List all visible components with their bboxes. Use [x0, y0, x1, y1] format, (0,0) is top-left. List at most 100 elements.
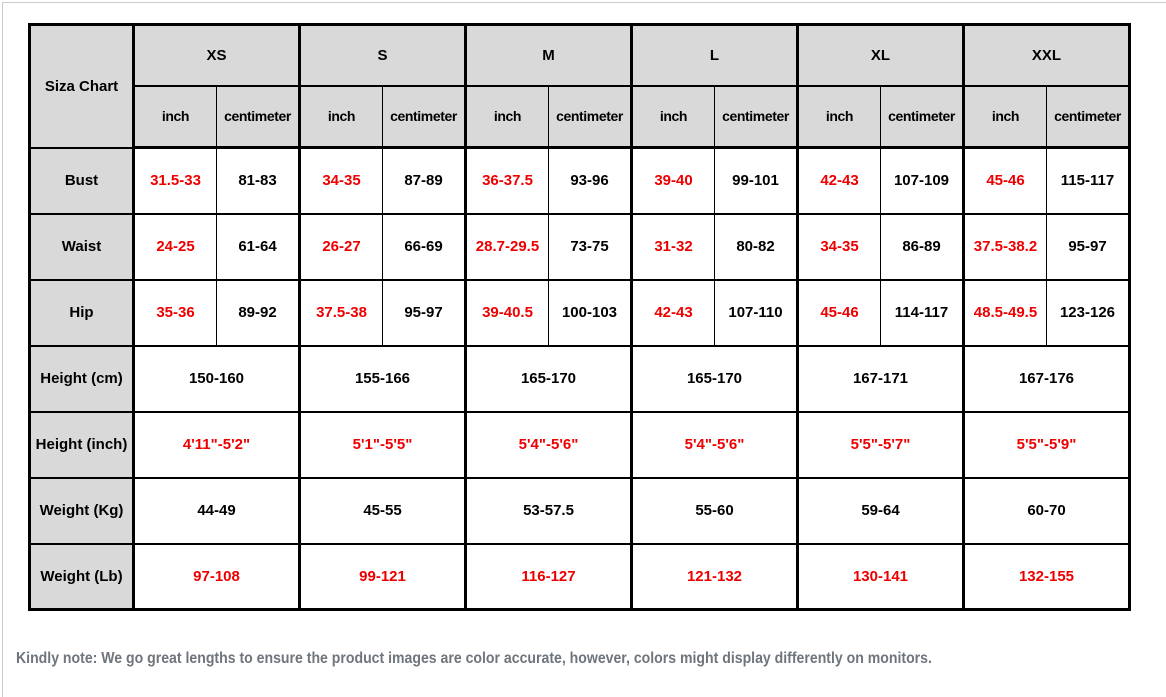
value-cell: 37.5-38	[298, 278, 383, 347]
size-header-xxl: XXL	[962, 23, 1130, 87]
value-cell: 116-127	[464, 542, 632, 611]
value-cell: 107-109	[880, 146, 964, 215]
measure-label: Waist	[29, 212, 134, 281]
value-cell: 48.5-49.5	[962, 278, 1047, 347]
measure-label: Height (cm)	[29, 344, 134, 413]
value-cell: 123-126	[1046, 278, 1130, 347]
size-header-m: M	[464, 23, 632, 87]
value-cell: 28.7-29.5	[464, 212, 549, 281]
value-cell: 55-60	[630, 476, 798, 545]
value-cell: 53-57.5	[464, 476, 632, 545]
value-cell: 4'11"-5'2"	[132, 410, 300, 479]
size-header-xs: XS	[132, 23, 300, 87]
value-cell: 121-132	[630, 542, 798, 611]
value-cell: 89-92	[216, 278, 300, 347]
value-cell: 86-89	[880, 212, 964, 281]
value-cell: 37.5-38.2	[962, 212, 1047, 281]
size-chart-table: Siza Chart XS S M L XL XXL inch centimet…	[28, 23, 1131, 611]
measure-label: Height (inch)	[29, 410, 134, 479]
page-frame-top-line	[2, 2, 1166, 3]
value-cell: 95-97	[1046, 212, 1130, 281]
value-cell: 114-117	[880, 278, 964, 347]
value-cell: 59-64	[796, 476, 964, 545]
value-cell: 35-36	[132, 278, 217, 347]
value-cell: 5'1"-5'5"	[298, 410, 466, 479]
unit-header-centimeter: centimeter	[880, 84, 964, 149]
value-cell: 150-160	[132, 344, 300, 413]
value-cell: 45-55	[298, 476, 466, 545]
measure-row-waist: Waist 24-25 61-64 26-27 66-69 28.7-29.5 …	[29, 212, 1130, 281]
measure-label: Weight (Kg)	[29, 476, 134, 545]
value-cell: 5'5"-5'9"	[962, 410, 1130, 479]
size-chart-title: Siza Chart	[29, 23, 134, 149]
value-cell: 42-43	[796, 146, 881, 215]
value-cell: 39-40.5	[464, 278, 549, 347]
unit-header-centimeter: centimeter	[714, 84, 798, 149]
value-cell: 155-166	[298, 344, 466, 413]
unit-header-inch: inch	[796, 84, 881, 149]
unit-header-inch: inch	[298, 84, 383, 149]
value-cell: 99-101	[714, 146, 798, 215]
value-cell: 34-35	[796, 212, 881, 281]
color-accuracy-note: Kindly note: We go great lengths to ensu…	[16, 650, 932, 667]
unit-header-centimeter: centimeter	[216, 84, 300, 149]
unit-header-centimeter: centimeter	[1046, 84, 1130, 149]
unit-header-inch: inch	[630, 84, 715, 149]
value-cell: 36-37.5	[464, 146, 549, 215]
value-cell: 73-75	[548, 212, 632, 281]
value-cell: 93-96	[548, 146, 632, 215]
unit-header-centimeter: centimeter	[382, 84, 466, 149]
value-cell: 5'4"-5'6"	[464, 410, 632, 479]
value-cell: 26-27	[298, 212, 383, 281]
measure-label: Hip	[29, 278, 134, 347]
size-header-s: S	[298, 23, 466, 87]
measure-row-height-inch: Height (inch) 4'11"-5'2" 5'1"-5'5" 5'4"-…	[29, 410, 1130, 479]
value-cell: 34-35	[298, 146, 383, 215]
value-cell: 44-49	[132, 476, 300, 545]
value-cell: 165-170	[464, 344, 632, 413]
unit-header-row: inch centimeter inch centimeter inch cen…	[30, 84, 1130, 149]
value-cell: 60-70	[962, 476, 1130, 545]
size-header-xl: XL	[796, 23, 964, 87]
value-cell: 61-64	[216, 212, 300, 281]
value-cell: 24-25	[132, 212, 217, 281]
value-cell: 107-110	[714, 278, 798, 347]
value-cell: 5'5"-5'7"	[796, 410, 964, 479]
value-cell: 87-89	[382, 146, 466, 215]
value-cell: 5'4"-5'6"	[630, 410, 798, 479]
size-header-row: Siza Chart XS S M L XL XXL	[29, 23, 1130, 149]
measure-row-weight-lb: Weight (Lb) 97-108 99-121 116-127 121-13…	[29, 542, 1130, 611]
unit-header-inch: inch	[132, 84, 217, 149]
size-header-l: L	[630, 23, 798, 87]
unit-header-inch: inch	[962, 84, 1047, 149]
value-cell: 167-176	[962, 344, 1130, 413]
value-cell: 165-170	[630, 344, 798, 413]
value-cell: 39-40	[630, 146, 715, 215]
value-cell: 42-43	[630, 278, 715, 347]
value-cell: 81-83	[216, 146, 300, 215]
measure-row-height-cm: Height (cm) 150-160 155-166 165-170 165-…	[29, 344, 1130, 413]
value-cell: 95-97	[382, 278, 466, 347]
measure-row-hip: Hip 35-36 89-92 37.5-38 95-97 39-40.5 10…	[29, 278, 1130, 347]
value-cell: 31-32	[630, 212, 715, 281]
value-cell: 132-155	[962, 542, 1130, 611]
measure-label: Weight (Lb)	[29, 542, 134, 611]
value-cell: 66-69	[382, 212, 466, 281]
unit-header-centimeter: centimeter	[548, 84, 632, 149]
measure-row-bust: Bust 31.5-33 81-83 34-35 87-89 36-37.5 9…	[29, 146, 1130, 215]
measure-row-weight-kg: Weight (Kg) 44-49 45-55 53-57.5 55-60 59…	[29, 476, 1130, 545]
value-cell: 45-46	[796, 278, 881, 347]
unit-header-inch: inch	[464, 84, 549, 149]
value-cell: 130-141	[796, 542, 964, 611]
value-cell: 45-46	[962, 146, 1047, 215]
value-cell: 167-171	[796, 344, 964, 413]
measure-label: Bust	[29, 146, 134, 215]
value-cell: 99-121	[298, 542, 466, 611]
value-cell: 31.5-33	[132, 146, 217, 215]
value-cell: 80-82	[714, 212, 798, 281]
size-chart: Siza Chart XS S M L XL XXL inch centimet…	[28, 23, 1131, 611]
page-frame-left-line	[2, 2, 3, 697]
value-cell: 100-103	[548, 278, 632, 347]
value-cell: 115-117	[1046, 146, 1130, 215]
value-cell: 97-108	[132, 542, 300, 611]
